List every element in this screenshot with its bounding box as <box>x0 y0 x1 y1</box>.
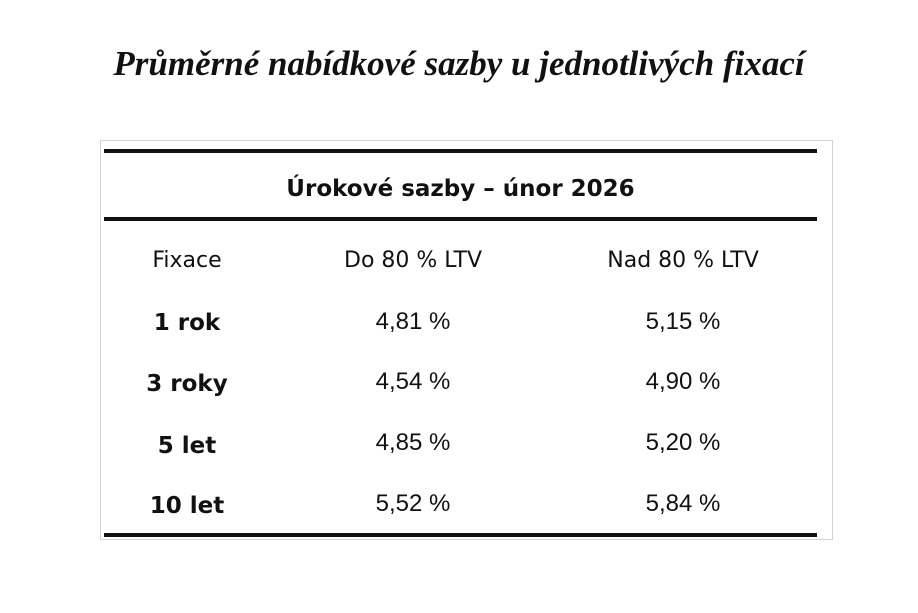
rate-do-80-cell: 4,81 % <box>375 308 451 335</box>
rate-nad-80-cell: 4,90 % <box>645 368 721 395</box>
column-header-nad-80-ltv: Nad 80 % LTV <box>607 248 759 273</box>
fixace-cell: 5 let <box>157 433 217 459</box>
rate-nad-80-cell: 5,84 % <box>645 490 721 517</box>
page-title: Průměrné nabídkové sazby u jednotlivých … <box>113 44 805 83</box>
column-header-fixace: Fixace <box>152 248 222 273</box>
table-top-rule <box>104 149 817 153</box>
rate-do-80-cell: 4,85 % <box>375 429 451 456</box>
rate-do-80-cell: 4,54 % <box>375 368 451 395</box>
table-header-rule <box>104 217 817 221</box>
fixace-cell: 3 roky <box>146 371 228 397</box>
table-caption: Úrokové sazby – únor 2026 <box>286 176 635 202</box>
rate-nad-80-cell: 5,15 % <box>645 308 721 335</box>
table-bottom-rule <box>104 533 817 537</box>
column-header-do-80-ltv: Do 80 % LTV <box>344 248 482 273</box>
rates-table: Úrokové sazby – únor 2026 Fixace Do 80 %… <box>100 140 833 540</box>
rate-do-80-cell: 5,52 % <box>375 490 451 517</box>
fixace-cell: 1 rok <box>153 310 221 336</box>
fixace-cell: 10 let <box>149 493 225 519</box>
rate-nad-80-cell: 5,20 % <box>645 429 721 456</box>
